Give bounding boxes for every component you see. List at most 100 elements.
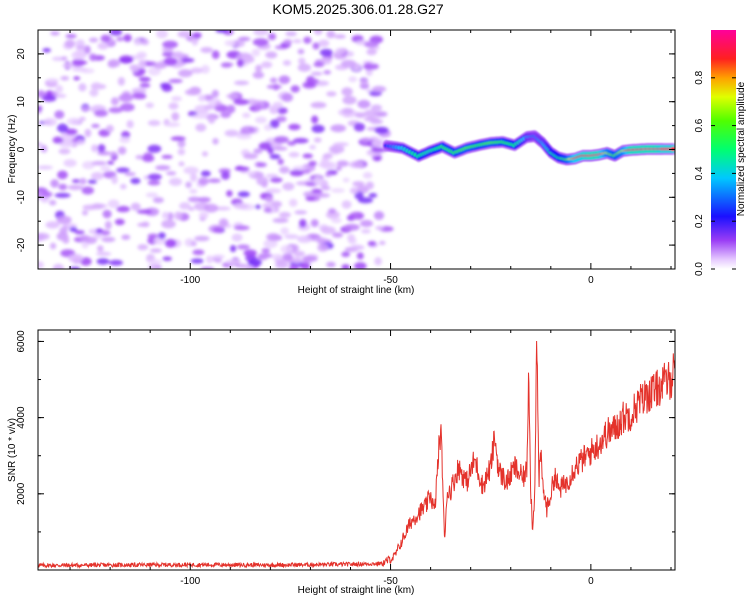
noise-blob [236, 58, 244, 68]
noise-blob [374, 257, 382, 266]
noise-blob [61, 56, 68, 61]
noise-blob [374, 126, 389, 134]
noise-blob [139, 82, 151, 88]
noise-blob [178, 69, 193, 78]
noise-blob [372, 85, 387, 93]
noise-blob [206, 255, 214, 264]
noise-blob [341, 251, 351, 258]
noise-blob [265, 188, 282, 194]
noise-blob [216, 104, 228, 112]
noise-blob [293, 137, 309, 144]
noise-blob [243, 153, 258, 160]
noise-blob [69, 226, 78, 232]
noise-blob [297, 235, 312, 243]
noise-blob [97, 245, 104, 252]
y-tick-label: -10 [16, 190, 27, 205]
noise-blob [41, 191, 53, 198]
noise-blob [54, 93, 67, 98]
noise-blob [137, 222, 150, 227]
noise-blob [332, 232, 344, 238]
noise-blob [198, 211, 209, 219]
noise-blob [211, 89, 219, 98]
noise-blob [347, 233, 356, 242]
noise-blob [162, 40, 179, 49]
snr-axes: -100 -50 0 2000 4000 6000 [16, 330, 675, 587]
noise-blob [120, 183, 127, 190]
noise-blob [90, 82, 102, 90]
noise-blob [224, 129, 239, 137]
noise-blob [255, 116, 267, 124]
spectrogram-x-label: Height of straight line (km) [298, 285, 415, 296]
noise-blob [171, 96, 183, 102]
noise-blob [251, 48, 261, 57]
noise-blob [292, 257, 303, 264]
noise-blob [236, 133, 252, 140]
y-tick-label: -20 [16, 237, 27, 252]
noise-blob [247, 171, 256, 177]
noise-blob [63, 159, 77, 168]
noise-blob [353, 122, 365, 132]
noise-blob [326, 261, 336, 268]
noise-blob [87, 179, 97, 184]
noise-blob [101, 236, 116, 243]
noise-blob [325, 172, 332, 177]
noise-blob [91, 161, 107, 166]
noise-blob [170, 136, 186, 141]
noise-blob [297, 48, 305, 55]
noise-blob [59, 142, 74, 148]
noise-blob [359, 219, 374, 228]
noise-blob [312, 237, 327, 242]
noise-blob [221, 171, 230, 180]
noise-blob [310, 71, 323, 76]
noise-blob [341, 87, 353, 97]
noise-blob [303, 191, 318, 197]
noise-blob [141, 154, 155, 163]
noise-blob [116, 167, 130, 173]
noise-blob [81, 186, 95, 195]
noise-blob [233, 99, 250, 105]
noise-blob [147, 120, 161, 126]
noise-blob [72, 67, 88, 72]
noise-blob [124, 172, 136, 177]
noise-blob [74, 230, 85, 235]
noise-blob [234, 166, 250, 171]
noise-blob [326, 91, 337, 97]
noise-blob [50, 179, 59, 188]
noise-blob [208, 116, 216, 124]
noise-blob [349, 187, 359, 194]
y-tick-label: 0 [16, 146, 27, 152]
noise-blob [138, 59, 147, 69]
noise-blob [311, 188, 323, 193]
noise-blob [147, 259, 163, 265]
noise-blob [331, 188, 345, 193]
noise-blob [42, 94, 57, 102]
noise-blob [282, 252, 293, 261]
noise-blob [190, 173, 198, 182]
noise-blob [73, 76, 81, 81]
noise-blob [190, 241, 197, 247]
noise-blob [354, 191, 364, 200]
noise-blob [97, 42, 109, 50]
noise-blob [91, 144, 99, 153]
noise-blob [370, 147, 387, 153]
noise-blob [272, 218, 289, 223]
noise-blob [130, 64, 140, 73]
noise-blob [201, 151, 209, 157]
noise-blob [68, 253, 84, 263]
noise-blob [137, 244, 149, 251]
noise-blob [234, 80, 249, 86]
noise-blob [355, 112, 366, 118]
noise-blob [145, 102, 154, 109]
noise-blob [174, 211, 183, 220]
noise-blob [341, 59, 357, 68]
noise-blob [265, 51, 278, 59]
noise-field [38, 30, 394, 269]
noise-blob [168, 177, 183, 186]
noise-blob [349, 211, 365, 220]
noise-blob [190, 258, 204, 264]
noise-blob [282, 182, 295, 191]
noise-blob [119, 103, 135, 112]
x-tick-label: 0 [588, 275, 594, 286]
